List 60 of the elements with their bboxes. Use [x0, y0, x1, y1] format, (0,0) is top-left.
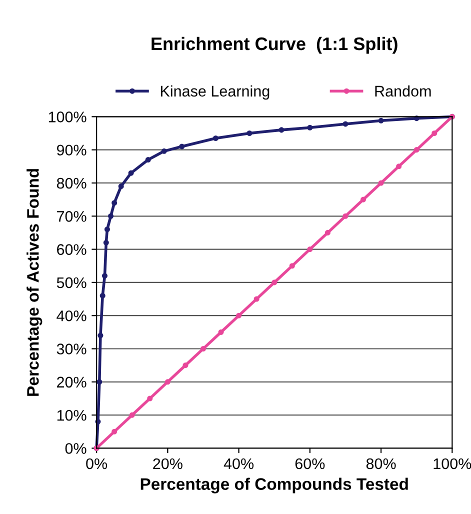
x-tick-label: 60%	[295, 458, 325, 470]
point	[161, 148, 167, 154]
point	[272, 280, 278, 286]
y-tick-label: 0%	[65, 443, 86, 454]
y-axis-title: Percentage of Actives Found	[26, 169, 42, 396]
point	[96, 379, 102, 385]
point	[102, 273, 108, 279]
point	[129, 412, 135, 418]
y-tick-label: 10%	[57, 410, 86, 421]
point	[147, 396, 153, 402]
point	[307, 124, 313, 130]
x-tick-label: 80%	[366, 458, 396, 470]
point	[289, 263, 295, 269]
point	[342, 213, 348, 219]
x-tick-label: 40%	[224, 458, 254, 470]
point	[212, 135, 218, 142]
x-tick-label: 20%	[153, 458, 182, 470]
point	[98, 332, 104, 338]
x-tick-label: 0%	[86, 458, 108, 470]
point	[108, 213, 114, 219]
point	[236, 312, 242, 318]
x-axis-title: Percentage of Compounds Tested	[140, 478, 408, 494]
point	[414, 147, 420, 153]
point	[103, 240, 109, 246]
point	[118, 184, 124, 190]
point	[360, 196, 366, 202]
chart-title: Enrichment Curve (1:1 Split)	[152, 36, 398, 54]
y-tick-label: 100%	[48, 112, 86, 122]
point	[145, 157, 151, 163]
y-tick-label: 90%	[56, 144, 86, 156]
point	[218, 329, 224, 335]
point	[112, 428, 118, 434]
y-tick-label: 30%	[56, 344, 86, 354]
y-tick-label: 40%	[56, 310, 86, 322]
point	[100, 292, 106, 298]
point	[324, 230, 330, 236]
point	[307, 246, 313, 252]
point	[378, 118, 384, 124]
point	[182, 362, 188, 368]
point	[128, 170, 134, 176]
legend-label: Kinase Learning	[160, 85, 270, 100]
point	[112, 200, 118, 206]
point	[164, 379, 170, 385]
y-tick-label: 70%	[57, 211, 86, 222]
legend-label: Random	[375, 85, 431, 97]
y-tick-label: 80%	[56, 178, 86, 189]
y-tick-label: 60%	[57, 244, 86, 255]
point	[378, 180, 384, 186]
x-tick-label: 100%	[434, 458, 471, 470]
point	[278, 127, 284, 133]
point	[432, 130, 438, 136]
point	[104, 226, 110, 232]
point	[342, 121, 348, 127]
y-tick-label: 20%	[57, 376, 86, 388]
point	[254, 296, 260, 302]
point	[179, 144, 185, 150]
point	[246, 130, 252, 136]
point	[396, 164, 402, 170]
point	[200, 346, 206, 352]
y-tick-label: 50%	[56, 277, 86, 288]
